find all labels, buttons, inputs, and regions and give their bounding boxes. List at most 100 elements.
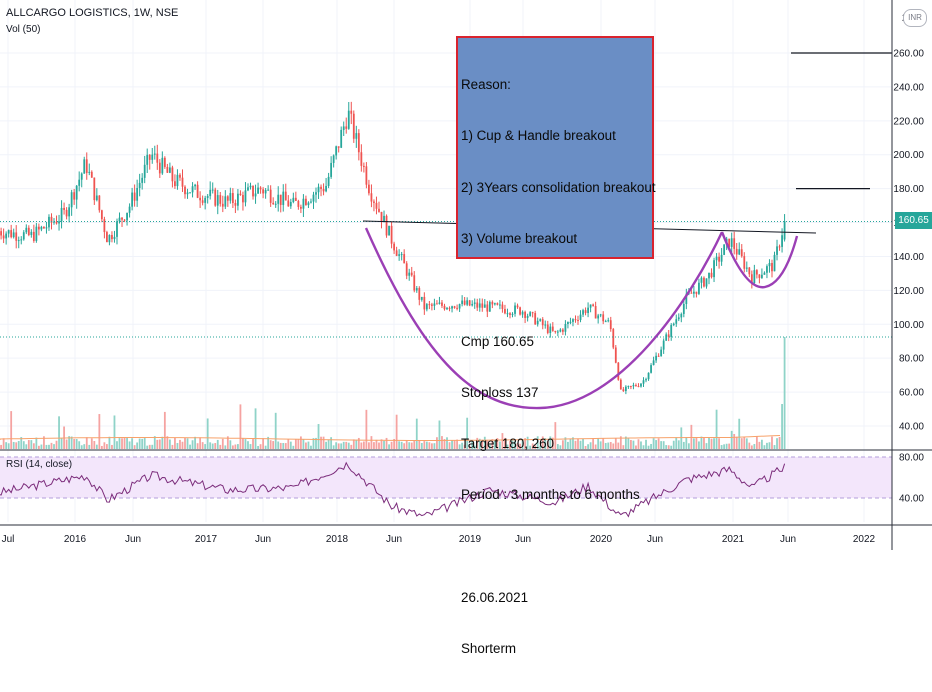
volume-bar	[519, 443, 521, 449]
candle-body	[645, 379, 647, 381]
candle-body	[430, 304, 433, 306]
candle-body	[335, 146, 338, 156]
candle-body	[310, 201, 312, 203]
candle-body	[48, 216, 50, 228]
volume-bar	[252, 438, 254, 449]
volume-bar	[287, 439, 290, 449]
candle-body	[698, 282, 700, 294]
volume-bar	[768, 442, 771, 449]
volume-bar	[98, 414, 101, 449]
volume-bar	[395, 414, 398, 449]
candle-body	[108, 234, 111, 243]
volume-bar	[123, 438, 126, 449]
volume-bar	[352, 439, 355, 449]
candle-body	[204, 197, 207, 203]
volume-bar	[332, 445, 335, 449]
annotation-line: 26.06.2021	[461, 590, 529, 605]
candle-body	[682, 303, 685, 314]
candle-body	[362, 165, 365, 167]
candle-body	[70, 192, 73, 208]
volume-bar	[516, 442, 519, 449]
volume-bar	[650, 443, 652, 449]
candle-body	[136, 188, 139, 201]
volume-bar	[592, 438, 595, 449]
volume-bar	[347, 442, 350, 449]
candle-body	[589, 304, 592, 308]
volume-bar	[375, 439, 378, 449]
chart-root: Jul 2016 Jun 2017 Jun 2018 Jun 2019 Jun 2020 Jun 20…	[0, 0, 932, 656]
candle-body	[708, 272, 710, 279]
candle-body	[231, 193, 234, 204]
volume-bar	[624, 436, 627, 449]
volume-bar	[186, 438, 189, 449]
candle-body	[375, 202, 378, 209]
volume-bar	[685, 437, 688, 449]
currency-badge[interactable]: INR	[903, 9, 927, 27]
candle-body	[25, 227, 28, 233]
volume-bar	[211, 443, 214, 449]
candle-body	[2, 235, 5, 239]
volume-bar	[572, 437, 574, 449]
candle-body	[463, 300, 466, 305]
candle-body	[546, 324, 549, 333]
volume-bar	[692, 438, 695, 449]
volume-bar	[299, 436, 302, 449]
candle-body	[660, 349, 663, 357]
y-tick-label: 200.00	[893, 150, 924, 161]
candle-body	[269, 189, 272, 203]
candle-body	[504, 308, 506, 314]
candle-body	[506, 313, 509, 315]
volume-bar	[433, 443, 436, 449]
volume-bar	[700, 436, 703, 449]
chart-svg: Jul 2016 Jun 2017 Jun 2018 Jun 2019 Jun 2020 Jun 20…	[0, 0, 932, 550]
candle-body	[483, 304, 486, 308]
candle-body	[35, 226, 38, 241]
volume-bar	[302, 439, 305, 449]
candle-body	[103, 219, 106, 233]
candle-body	[65, 209, 68, 217]
candle-body	[529, 312, 532, 316]
volume-bar	[179, 439, 181, 449]
volume-bar	[443, 439, 446, 449]
candle-body	[783, 221, 786, 240]
volume-bar	[755, 436, 758, 449]
candle-body	[466, 300, 469, 305]
candle-body	[594, 306, 597, 319]
candle-body	[15, 232, 18, 241]
volume-bar	[630, 439, 632, 449]
candle-body	[282, 191, 285, 205]
candle-body	[53, 221, 55, 223]
volume-bar	[672, 440, 675, 449]
volume-bar	[398, 441, 401, 449]
candle-body	[20, 239, 23, 241]
volume-bar	[766, 442, 768, 449]
volume-bar	[93, 441, 96, 449]
volume-bar	[274, 412, 277, 449]
candle-body	[662, 340, 665, 350]
candle-body	[536, 320, 539, 325]
candle-body	[519, 307, 521, 315]
volume-bar	[70, 436, 73, 449]
volume-indicator-label: Vol (50)	[6, 24, 41, 35]
candle-body	[237, 193, 239, 206]
y-tick-label: 120.00	[893, 286, 924, 297]
volume-bar	[761, 439, 763, 449]
candle-body	[30, 231, 33, 235]
volume-bar	[461, 442, 464, 449]
annotation-line: Shorterm	[461, 641, 517, 657]
volume-bar	[121, 438, 123, 449]
volume-bar	[725, 443, 728, 449]
candle-body	[556, 331, 559, 333]
candle-body	[274, 203, 277, 205]
volume-bar	[131, 438, 134, 449]
candle-body	[577, 319, 579, 321]
y-tick-label: 180.00	[893, 184, 924, 195]
candle-body	[763, 272, 766, 275]
candle-body	[587, 307, 589, 314]
candle-body	[700, 277, 703, 283]
volume-bar	[20, 437, 23, 449]
volume-bar	[378, 442, 380, 449]
volume-bar	[496, 438, 499, 449]
candle-body	[116, 221, 118, 237]
candle-body	[50, 216, 53, 223]
